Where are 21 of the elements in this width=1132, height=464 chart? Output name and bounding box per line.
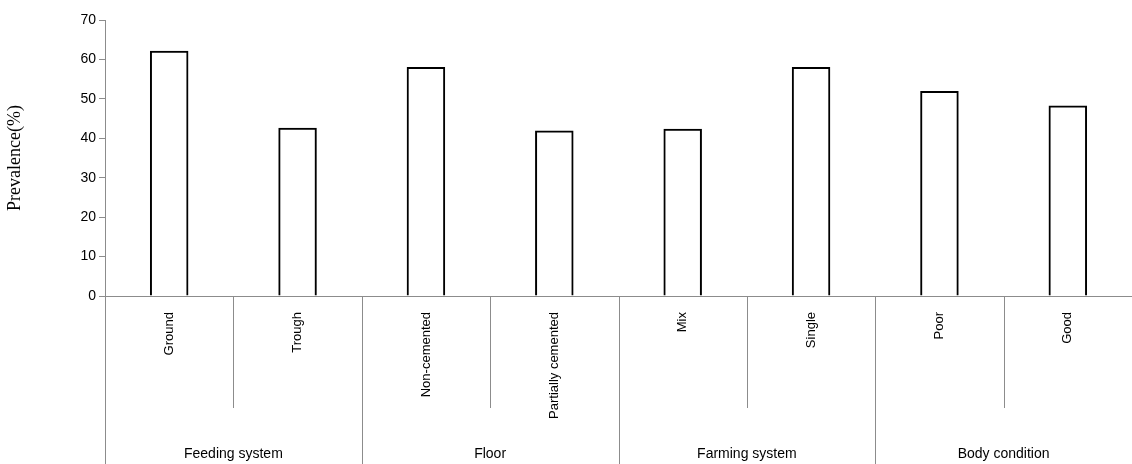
x-tick-label: Partially cemented: [545, 312, 561, 419]
x-tick-label: Trough: [289, 312, 305, 353]
y-tick-label: 70: [80, 10, 97, 27]
y-tick-label: 0: [88, 286, 97, 303]
text: Feeding system: [183, 445, 283, 461]
text: Body condition: [957, 445, 1050, 461]
x-tick-label: Poor: [931, 311, 947, 340]
y-tick-label: 50: [80, 89, 97, 106]
x-tick-label: Non-cemented: [417, 312, 433, 398]
y-tick-label: 20: [80, 208, 97, 224]
y-axis-title: Prevalence(%): [3, 105, 25, 211]
y-tick-label: 40: [80, 129, 97, 146]
x-tick-label: Mix: [674, 311, 690, 333]
y-tick-label: 10: [80, 247, 97, 264]
x-tick-label: Ground: [160, 312, 176, 356]
x-tick-label: Single: [802, 312, 818, 349]
x-tick-label: Good: [1059, 312, 1075, 344]
text: Farming system: [697, 445, 797, 461]
y-tick-label: 30: [80, 168, 97, 185]
text: Floor: [474, 445, 507, 461]
y-tick-label: 60: [80, 50, 97, 67]
